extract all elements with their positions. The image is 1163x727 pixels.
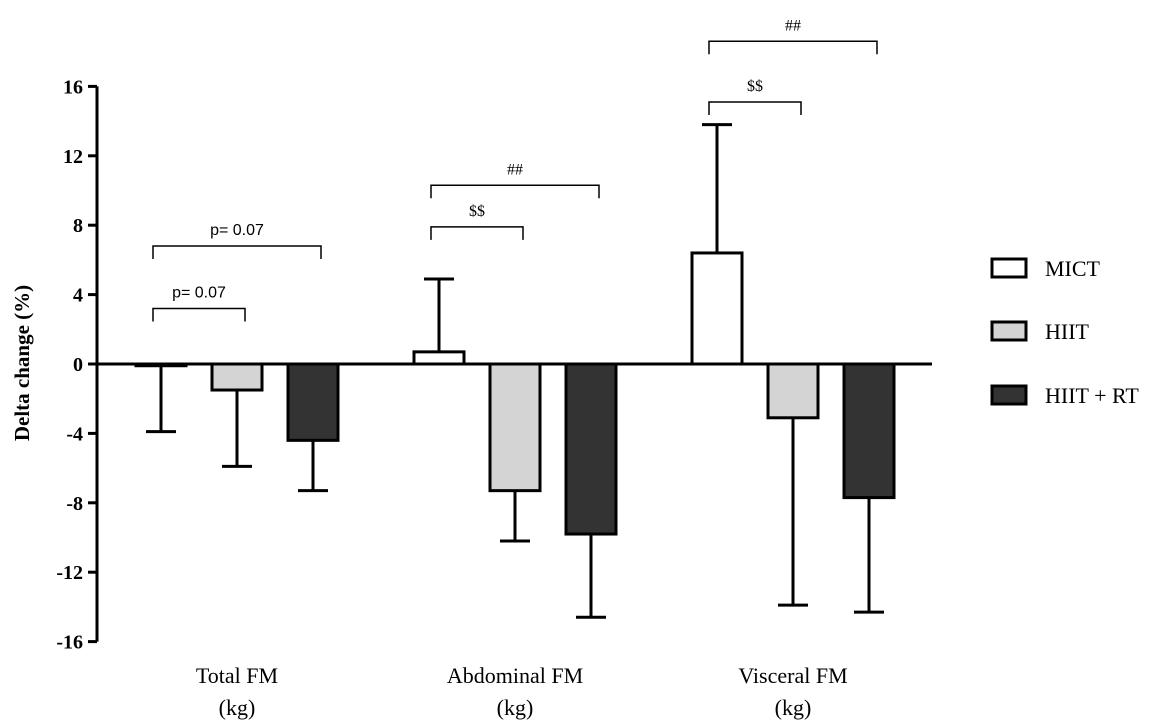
significance-label: p= 0.07 (210, 222, 264, 239)
category-unit-label: (kg) (219, 695, 256, 720)
plot-area: 16 12 8 4 0 -4 -8 -12 -16 Total FM (kg) Abdominal F… (56, 17, 1139, 720)
bar (842, 362, 896, 500)
significance-label: $$ (469, 203, 485, 220)
significance-label: p= 0.07 (172, 284, 226, 301)
legend-swatch (990, 257, 1028, 279)
y-tick-label: 8 (73, 215, 83, 237)
category-label: Total FM (196, 663, 278, 688)
significance-bracket (152, 245, 322, 260)
legend-swatch (990, 320, 1028, 342)
y-tick-label: -8 (66, 493, 83, 515)
category-unit-label: (kg) (497, 695, 534, 720)
bar (766, 362, 820, 420)
y-axis-label: Delta change (%) (10, 285, 34, 441)
significance-label: $$ (747, 78, 763, 95)
y-tick-label: 12 (63, 146, 83, 168)
y-tick-label: -16 (56, 632, 83, 654)
significance-bracket (708, 101, 802, 116)
significance-bracket (430, 184, 600, 199)
legend-label: MICT (1045, 256, 1101, 281)
significance-label: ## (785, 17, 801, 34)
significance-bracket (152, 307, 246, 322)
significance-label: ## (507, 161, 523, 178)
significance-bracket (430, 226, 524, 240)
significance-bracket (708, 40, 878, 55)
category-unit-label: (kg) (775, 695, 812, 720)
category-label: Visceral FM (738, 663, 847, 688)
legend-label: HIIT (1045, 319, 1090, 344)
y-tick-label: 16 (63, 76, 83, 98)
bar (412, 350, 466, 366)
legend-label: HIIT + RT (1045, 383, 1139, 408)
legend-swatch (990, 384, 1028, 406)
bar (690, 251, 744, 366)
y-tick-label: 4 (73, 285, 83, 307)
y-tick-label: 0 (73, 354, 83, 376)
bar (488, 362, 542, 493)
y-tick-label: -12 (56, 562, 83, 584)
bar (210, 362, 264, 392)
bar (564, 362, 618, 536)
category-label: Abdominal FM (447, 663, 583, 688)
bar (286, 362, 340, 442)
y-tick-label: -4 (66, 423, 83, 445)
